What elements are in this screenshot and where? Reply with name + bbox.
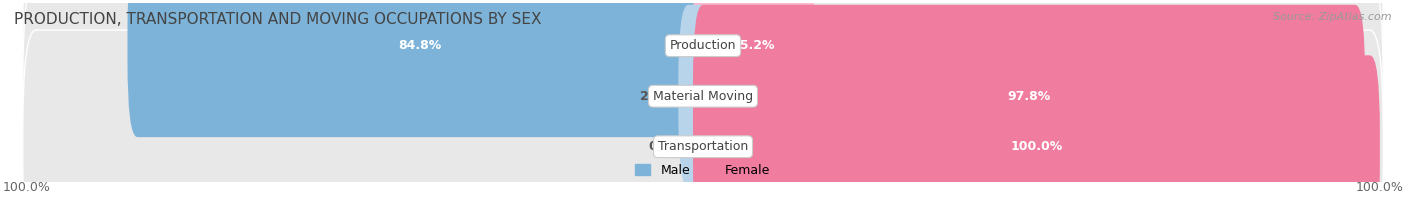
Text: 84.8%: 84.8%	[399, 39, 441, 52]
Text: 100.0%: 100.0%	[1011, 140, 1063, 153]
Text: 97.8%: 97.8%	[1008, 90, 1050, 103]
Text: Source: ZipAtlas.com: Source: ZipAtlas.com	[1274, 12, 1392, 22]
Text: 2.2%: 2.2%	[640, 90, 675, 103]
Text: Material Moving: Material Moving	[652, 90, 754, 103]
Legend: Male, Female: Male, Female	[636, 164, 770, 177]
Text: 0.0%: 0.0%	[648, 140, 683, 153]
Text: 100.0%: 100.0%	[3, 181, 51, 194]
Text: PRODUCTION, TRANSPORTATION AND MOVING OCCUPATIONS BY SEX: PRODUCTION, TRANSPORTATION AND MOVING OC…	[14, 12, 541, 27]
FancyBboxPatch shape	[22, 30, 1384, 197]
FancyBboxPatch shape	[693, 5, 1365, 188]
Text: Production: Production	[669, 39, 737, 52]
Text: Transportation: Transportation	[658, 140, 748, 153]
FancyBboxPatch shape	[22, 0, 1384, 197]
Text: 100.0%: 100.0%	[1355, 181, 1403, 194]
Text: 15.2%: 15.2%	[733, 39, 776, 52]
FancyBboxPatch shape	[678, 5, 713, 188]
FancyBboxPatch shape	[693, 55, 1379, 197]
FancyBboxPatch shape	[128, 0, 713, 137]
FancyBboxPatch shape	[22, 0, 1384, 162]
FancyBboxPatch shape	[693, 0, 814, 137]
